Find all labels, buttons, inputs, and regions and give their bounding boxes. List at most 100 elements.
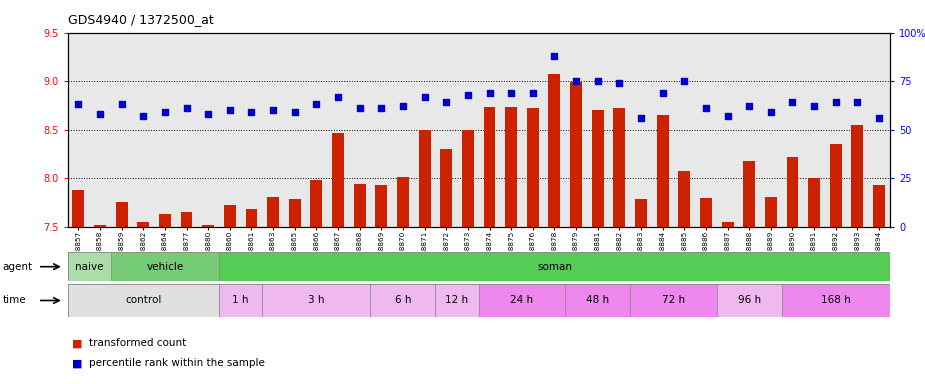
Point [677, 78, 692, 84]
Text: transformed count: transformed count [89, 338, 186, 348]
Text: time: time [3, 295, 27, 306]
Point [612, 80, 627, 86]
Bar [851, 125, 863, 227]
Bar [565, 284, 630, 317]
Bar [527, 108, 538, 227]
Text: agent: agent [3, 262, 33, 272]
Text: ■: ■ [72, 338, 82, 348]
Text: GDS4940 / 1372500_at: GDS4940 / 1372500_at [68, 13, 214, 26]
Bar [782, 284, 890, 317]
Point [569, 78, 584, 84]
Point [244, 109, 259, 115]
Point [590, 78, 605, 84]
Bar [219, 284, 263, 317]
Point [417, 94, 432, 100]
Point [438, 99, 453, 106]
Point [71, 101, 86, 108]
Point [265, 107, 280, 113]
Bar [111, 252, 219, 281]
Bar [700, 199, 712, 227]
Point [763, 109, 778, 115]
Point [547, 53, 561, 59]
Text: control: control [125, 295, 162, 306]
Bar [245, 209, 257, 227]
Bar [267, 197, 279, 227]
Point [721, 113, 735, 119]
Bar [68, 284, 219, 317]
Bar [371, 284, 436, 317]
Bar [159, 214, 171, 227]
Bar [630, 284, 717, 317]
Point [92, 111, 107, 117]
Bar [808, 178, 820, 227]
Point [114, 101, 129, 108]
Point [352, 105, 367, 111]
Point [136, 113, 151, 119]
Point [504, 90, 519, 96]
Bar [635, 199, 647, 227]
Bar [68, 252, 111, 281]
Point [850, 99, 865, 106]
Point [461, 92, 475, 98]
Bar [717, 284, 782, 317]
Text: 168 h: 168 h [820, 295, 851, 306]
Point [829, 99, 844, 106]
Bar [765, 197, 777, 227]
Point [330, 94, 345, 100]
Text: 12 h: 12 h [446, 295, 469, 306]
Point [525, 90, 540, 96]
Point [201, 111, 216, 117]
Bar [94, 225, 106, 227]
Bar [440, 149, 452, 227]
Point [179, 105, 194, 111]
Bar [722, 222, 734, 227]
Bar [549, 74, 561, 227]
Bar [116, 202, 128, 227]
Point [482, 90, 497, 96]
Bar [592, 110, 604, 227]
Point [396, 103, 411, 109]
Point [742, 103, 757, 109]
Text: percentile rank within the sample: percentile rank within the sample [89, 358, 265, 368]
Point [222, 107, 237, 113]
Bar [657, 115, 669, 227]
Bar [570, 82, 582, 227]
Bar [137, 222, 149, 227]
Text: ■: ■ [72, 358, 82, 368]
Text: naive: naive [75, 262, 104, 272]
Bar [505, 107, 517, 227]
Point [157, 109, 172, 115]
Text: 1 h: 1 h [232, 295, 249, 306]
Bar [678, 171, 690, 227]
Point [374, 105, 388, 111]
Bar [203, 225, 214, 227]
Bar [376, 185, 388, 227]
Bar [479, 284, 565, 317]
Text: 24 h: 24 h [511, 295, 534, 306]
Point [309, 101, 324, 108]
Bar [397, 177, 409, 227]
Text: 72 h: 72 h [662, 295, 685, 306]
Bar [830, 144, 842, 227]
Bar [613, 108, 625, 227]
Bar [311, 180, 322, 227]
Point [634, 115, 648, 121]
Point [785, 99, 800, 106]
Bar [263, 284, 371, 317]
Bar [484, 107, 496, 227]
Point [807, 103, 821, 109]
Bar [786, 157, 798, 227]
Bar [873, 185, 885, 227]
Text: vehicle: vehicle [146, 262, 183, 272]
Bar [744, 161, 755, 227]
Text: 96 h: 96 h [737, 295, 760, 306]
Bar [462, 129, 474, 227]
Text: 6 h: 6 h [395, 295, 412, 306]
Bar [436, 284, 479, 317]
Text: 3 h: 3 h [308, 295, 325, 306]
Bar [419, 129, 430, 227]
Bar [219, 252, 890, 281]
Bar [289, 199, 301, 227]
Point [288, 109, 302, 115]
Bar [353, 184, 365, 227]
